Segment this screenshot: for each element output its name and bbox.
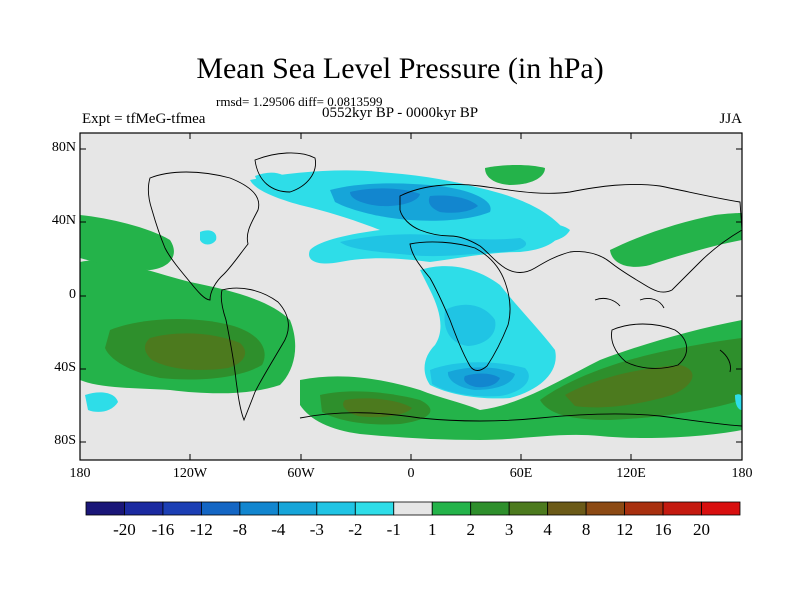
colorbar-box: [162, 501, 202, 516]
colorbar-box: [124, 501, 164, 516]
lat-label-40n: 40N: [51, 213, 76, 228]
colorbar-label: -20: [113, 520, 136, 539]
negative-region-east-pacific: [735, 394, 742, 410]
lat-label-80s: 80S: [54, 433, 76, 448]
negative-region-east-asia: [520, 224, 570, 243]
colorbar-box: [431, 501, 472, 516]
colorbar-box: [316, 501, 356, 516]
positive-region-arctic: [485, 165, 545, 185]
colorbar-box: [201, 501, 241, 516]
stats-line: rmsd= 1.29506 diff= 0.0813599: [216, 94, 383, 109]
positive-region-north-pacific-east: [80, 215, 174, 270]
lon-label-180w: 180: [69, 466, 91, 481]
colorbar-label: 16: [654, 520, 672, 539]
colorbar-label: -1: [386, 520, 401, 539]
page-title: Mean Sea Level Pressure (in hPa): [196, 52, 604, 85]
positive-region-north-pacific-west: [610, 213, 742, 267]
lon-label-120w: 120W: [172, 466, 208, 481]
colorbar-label: -8: [232, 520, 247, 539]
negative-region-north-america: [200, 230, 217, 245]
negative-region-africa-mid: [444, 304, 496, 346]
colorbar-box: [239, 501, 279, 516]
colorbar-box: [662, 501, 702, 516]
lon-label-180e: 180: [731, 466, 753, 481]
experiment-label: Expt = tfMeG-tfmea: [82, 111, 206, 127]
positive-region-indian-ocean-core: [565, 365, 693, 408]
positive-region-south-pacific-core: [144, 333, 246, 370]
negative-region-north-atlantic-core: [350, 188, 420, 207]
negative-region-greenland: [255, 172, 290, 190]
colorbar-label: 4: [543, 520, 552, 539]
lat-label-80n: 80N: [51, 140, 76, 155]
colorbar-label: 12: [616, 520, 634, 539]
colorbar: [85, 501, 741, 516]
lat-label-0: 0: [69, 287, 76, 302]
negative-region-europe-core: [428, 195, 478, 213]
colorbar-box: [393, 501, 433, 516]
colorbar-label: -4: [271, 520, 286, 539]
negative-region-south-pacific-west: [85, 392, 118, 412]
colorbar-label: -16: [151, 520, 175, 539]
colorbar-box: [624, 501, 664, 516]
colorbar-label: 3: [504, 520, 514, 539]
colorbar-label: -2: [348, 520, 363, 539]
colorbar-box: [354, 501, 395, 516]
lon-label-120e: 120E: [616, 466, 646, 481]
colorbar-label: 1: [427, 520, 437, 539]
colorbar-box: [277, 501, 318, 516]
colorbar-box: [585, 501, 625, 516]
lon-label-60e: 60E: [509, 466, 533, 481]
colorbar-box: [701, 501, 741, 516]
lon-label-60w: 60W: [287, 466, 315, 481]
lon-ticks: [79, 133, 743, 460]
colorbar-label: -3: [309, 520, 324, 539]
lat-ticks: [80, 148, 742, 443]
colorbar-box: [470, 501, 510, 516]
season-label: JJA: [719, 111, 742, 127]
colorbar-label: 8: [581, 520, 591, 539]
period-label: 0552kyr BP - 0000kyr BP: [322, 105, 479, 121]
colorbar-label: 20: [693, 520, 711, 539]
colorbar-label: 2: [466, 520, 475, 539]
negative-region-south-atlantic-inner: [464, 373, 500, 388]
coastlines: [147, 152, 742, 427]
lon-label-0: 0: [407, 466, 415, 481]
colorbar-box: [85, 501, 125, 516]
colorbar-box: [508, 501, 549, 516]
lat-label-40s: 40S: [54, 360, 76, 375]
colorbar-label: -12: [190, 520, 213, 539]
anomaly-field: [80, 152, 742, 440]
colorbar-box: [547, 501, 587, 516]
